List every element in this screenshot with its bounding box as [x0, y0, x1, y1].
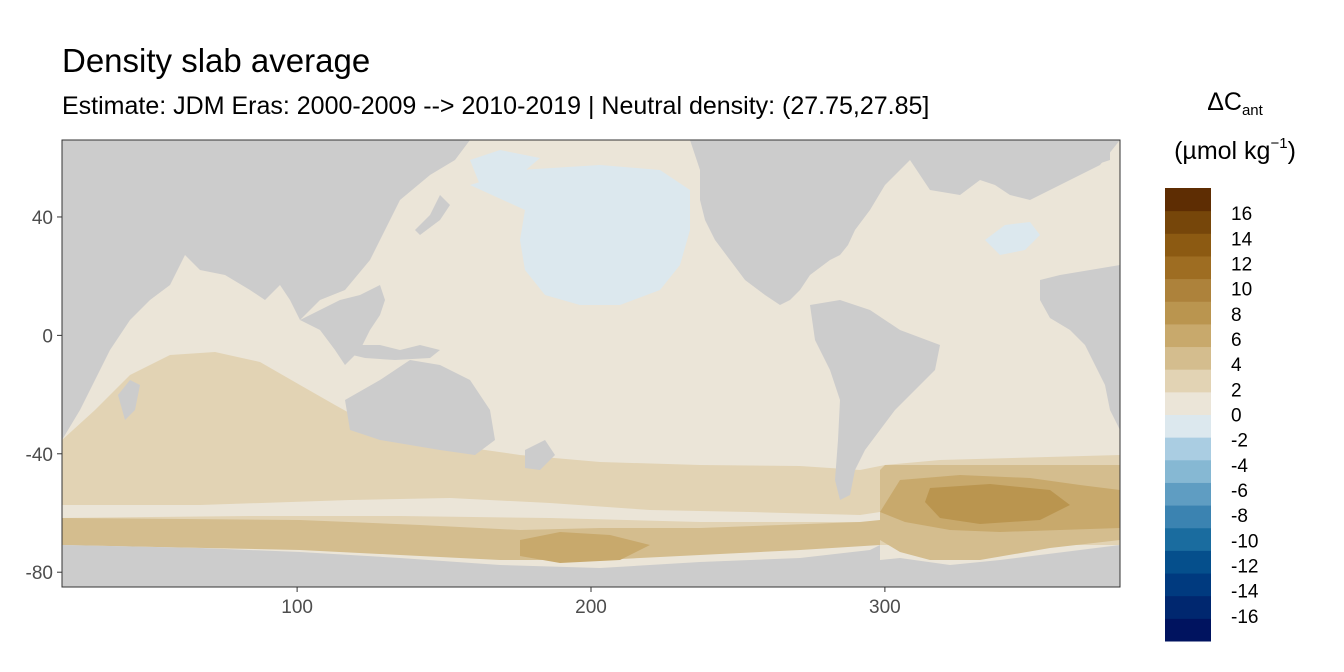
- legend-label: 6: [1231, 330, 1242, 351]
- legend-swatch: [1165, 437, 1211, 461]
- legend-label: 8: [1231, 305, 1242, 326]
- legend-swatch: [1165, 188, 1211, 212]
- legend-label: 2: [1231, 380, 1242, 401]
- legend-label: 12: [1231, 255, 1252, 276]
- x-tick-label: 100: [281, 597, 313, 618]
- north-pacific-negative: [470, 165, 690, 305]
- legend-label: -8: [1231, 506, 1248, 527]
- antarctic-margin-deep: [520, 532, 650, 563]
- legend-swatch: [1165, 255, 1211, 280]
- legend-label: -2: [1231, 431, 1248, 452]
- y-tick-label: -80: [26, 563, 53, 584]
- legend-swatch: [1165, 618, 1211, 642]
- legend-label: -4: [1231, 456, 1248, 477]
- legend-swatch: [1165, 505, 1211, 529]
- legend-title-unit: (µmol kg−1): [1174, 135, 1296, 165]
- chart-title: Density slab average: [62, 42, 371, 79]
- land-masses: [62, 140, 1120, 587]
- legend-label: -10: [1231, 531, 1258, 552]
- legend-swatch: [1165, 278, 1211, 302]
- y-tick-label: -40: [26, 445, 53, 466]
- legend-swatch: [1165, 233, 1211, 257]
- bering-negative: [470, 150, 540, 185]
- north-atlantic-negative: [985, 222, 1040, 255]
- legend-swatch: [1165, 595, 1211, 619]
- legend-swatch: [1165, 323, 1211, 348]
- pale-streak-band: [62, 498, 880, 522]
- legend-label: -6: [1231, 481, 1248, 502]
- legend-label: -14: [1231, 582, 1259, 603]
- indian-southern-band: [62, 352, 1120, 545]
- legend-label: -16: [1231, 607, 1258, 628]
- legend-swatch: [1165, 391, 1211, 415]
- legend-label: 14: [1231, 229, 1253, 250]
- legend-label: 4: [1231, 355, 1242, 376]
- legend-swatch: [1165, 369, 1211, 393]
- x-tick-label: 300: [869, 597, 901, 618]
- legend-label: -12: [1231, 557, 1258, 578]
- chart-subtitle: Estimate: JDM Eras: 2000-2009 --> 2010-2…: [62, 92, 930, 120]
- weddell-inner: [925, 484, 1070, 524]
- legend-swatch: [1165, 550, 1211, 574]
- legend-swatch: [1165, 301, 1211, 325]
- legend-swatch: [1165, 482, 1211, 506]
- legend-swatch: [1165, 573, 1211, 597]
- y-tick-label: 40: [32, 208, 53, 229]
- y-tick-label: 0: [42, 326, 53, 347]
- x-tick-label: 200: [575, 597, 607, 618]
- legend-swatch: [1165, 459, 1211, 483]
- legend-label: 16: [1231, 204, 1252, 225]
- legend-swatch: [1165, 414, 1211, 438]
- legend-label: 0: [1231, 406, 1242, 427]
- legend-swatch: [1165, 210, 1211, 234]
- legend-swatch: [1165, 346, 1211, 370]
- legend-label: 10: [1231, 280, 1252, 301]
- legend-swatch: [1165, 527, 1211, 551]
- legend-title-main: ΔCant: [1207, 88, 1263, 119]
- southern-ocean-mid: [62, 518, 880, 560]
